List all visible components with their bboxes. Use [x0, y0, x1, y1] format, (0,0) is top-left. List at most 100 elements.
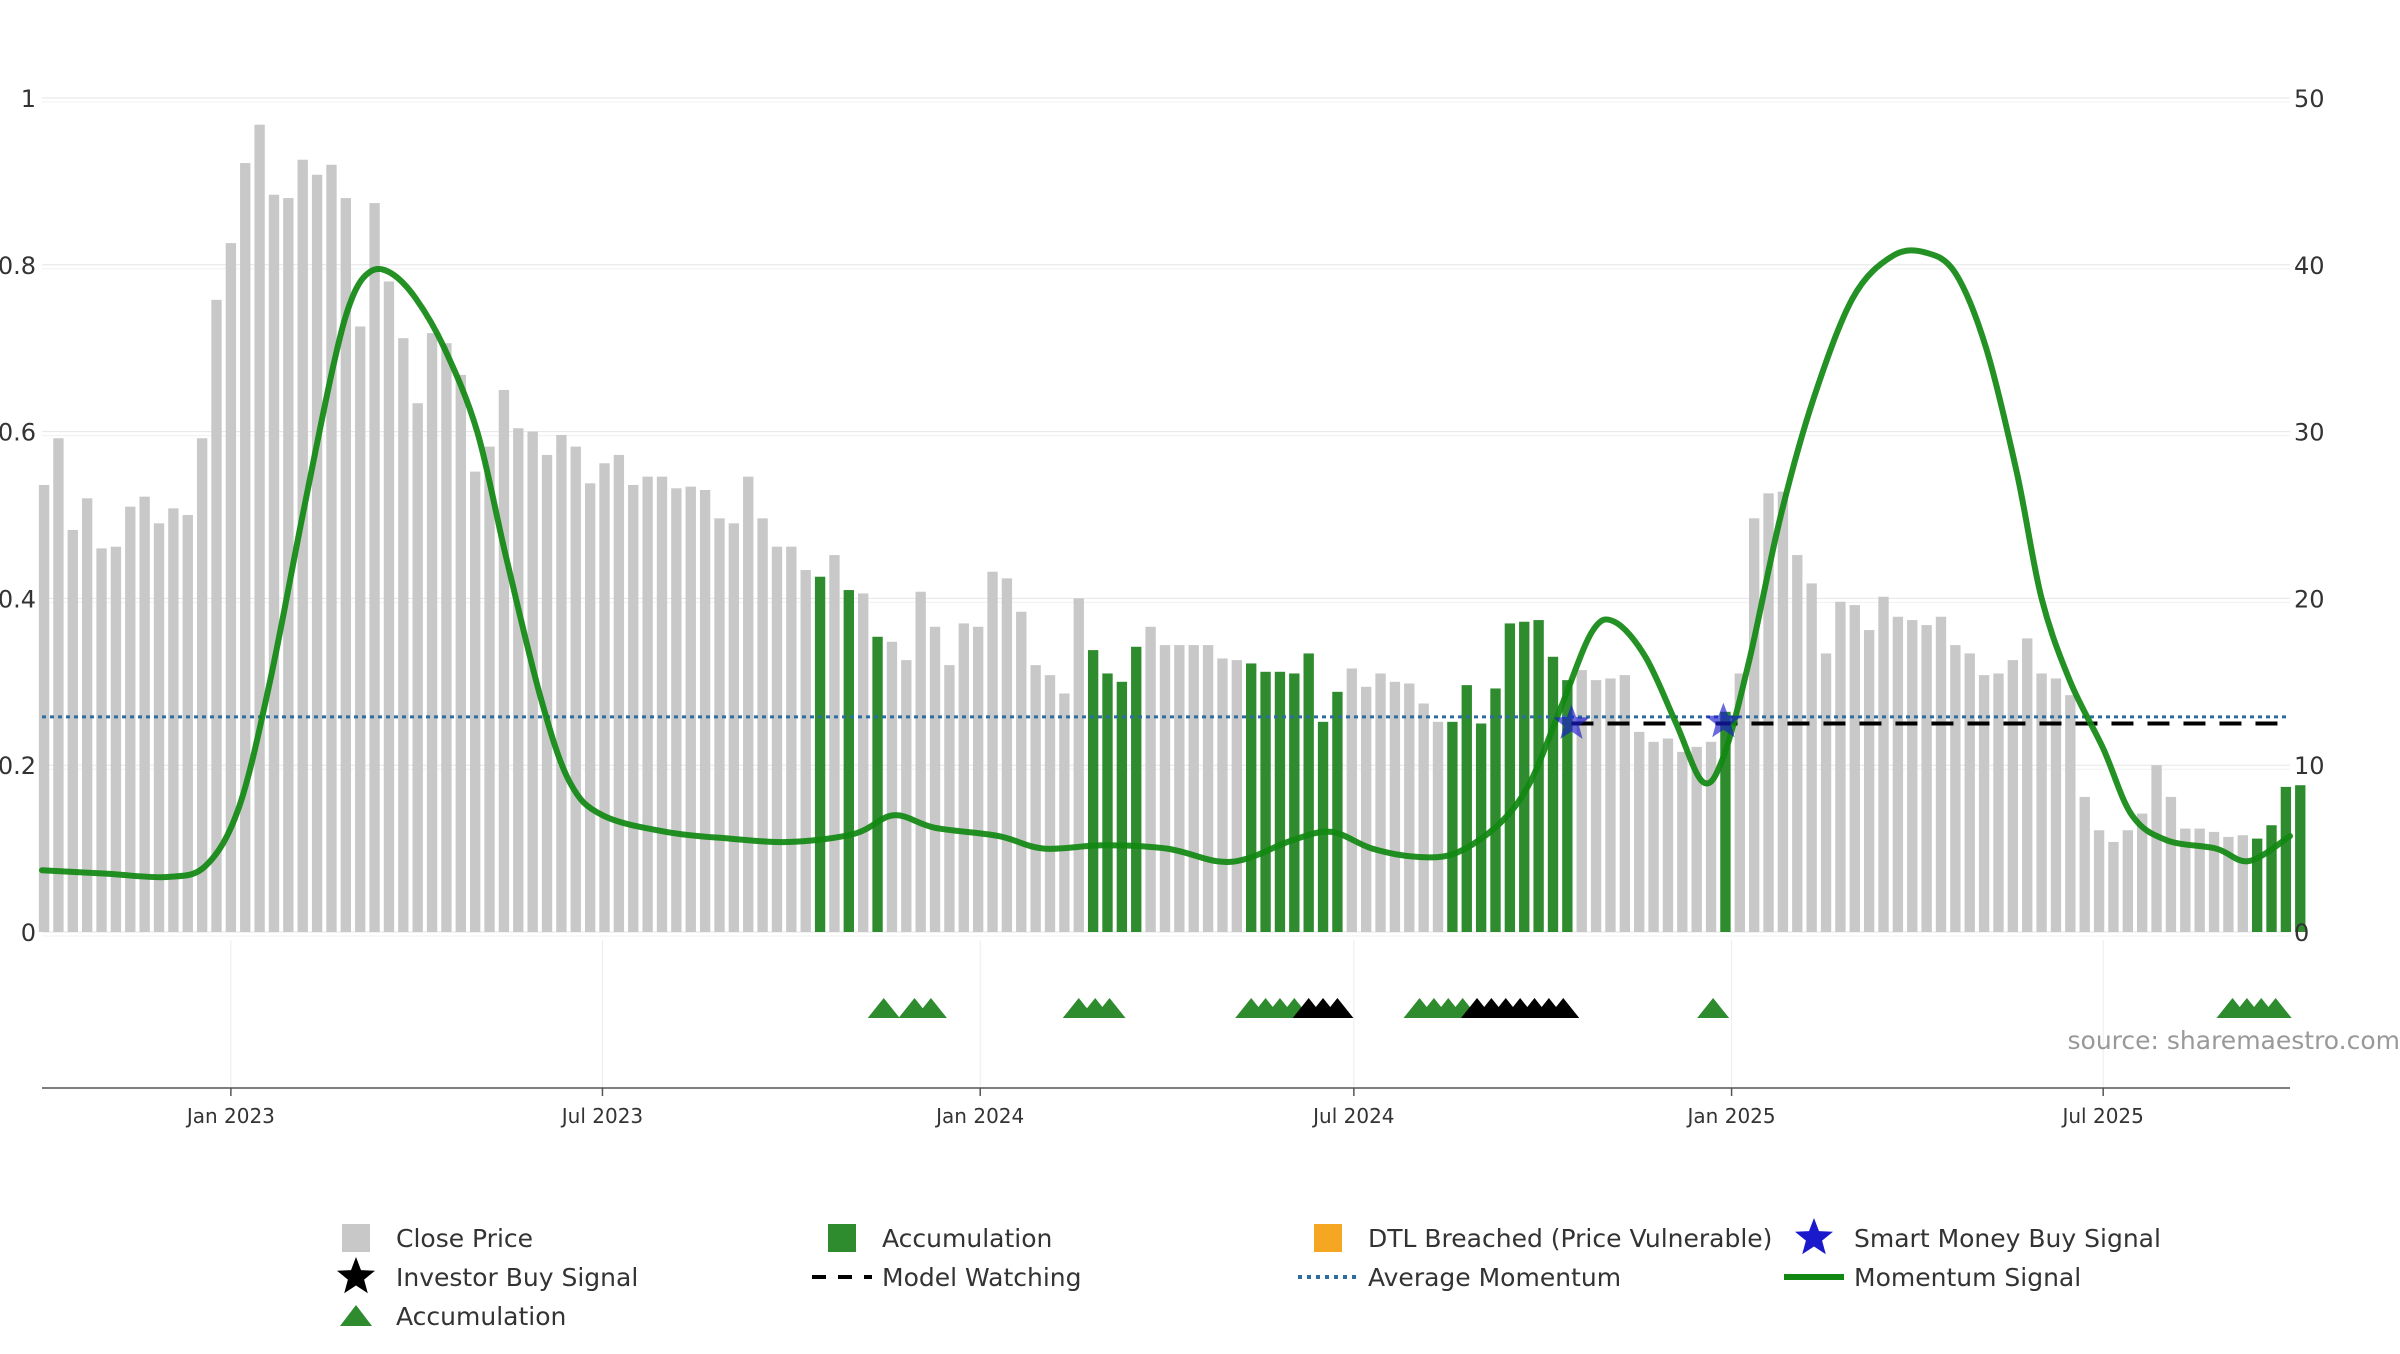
close-price-bar: [1217, 658, 1227, 932]
close-price-bar: [211, 300, 221, 932]
close-price-bar: [1965, 653, 1975, 932]
close-price-bar: [1160, 645, 1170, 932]
close-price-bar: [829, 555, 839, 932]
close-price-bar: [2238, 835, 2248, 932]
close-price-bar: [82, 498, 92, 932]
close-price-bar: [686, 487, 696, 932]
close-price-bar: [384, 281, 394, 932]
close-price-bar: [1806, 583, 1816, 932]
close-price-bar: [1174, 645, 1184, 932]
accumulation-bar: [1102, 673, 1112, 932]
close-price-bar: [700, 490, 710, 932]
legend-label: Accumulation: [882, 1224, 1052, 1253]
close-price-bar: [154, 523, 164, 932]
close-price-bar: [571, 447, 581, 932]
legend-swatch-star: [337, 1257, 375, 1293]
close-price-bar: [944, 665, 954, 932]
close-price-bar: [39, 485, 49, 932]
close-price-bar: [1936, 617, 1946, 932]
close-price-bar: [1893, 617, 1903, 932]
close-price-bar: [2108, 842, 2118, 932]
x-tick-label: Jul 2024: [1311, 1104, 1394, 1128]
close-price-bar: [1145, 627, 1155, 932]
close-price-bar: [470, 472, 480, 932]
close-price-bar: [1232, 660, 1242, 932]
x-tick-label: Jan 2025: [1686, 1104, 1776, 1128]
close-price-bar: [729, 523, 739, 932]
close-price-bar: [901, 660, 911, 932]
close-price-bar: [484, 447, 494, 932]
close-price-bar: [556, 435, 566, 932]
close-price-bar: [427, 333, 437, 932]
close-price-bar: [987, 572, 997, 932]
accumulation-bar: [1246, 663, 1256, 932]
y-right-tick-label: 0: [2294, 919, 2309, 947]
y-left-tick-label: 0.6: [0, 419, 36, 447]
close-price-bar: [183, 515, 193, 932]
close-price-bar: [887, 642, 897, 932]
close-price-bar: [1620, 675, 1630, 932]
close-price-bar: [973, 627, 983, 932]
close-price-bar: [369, 203, 379, 932]
close-price-bar: [513, 428, 523, 932]
close-price-bar: [542, 455, 552, 932]
close-price-bar: [628, 485, 638, 932]
close-price-bar: [269, 195, 279, 932]
accumulation-bar: [1447, 722, 1457, 932]
accumulation-bar: [1260, 672, 1270, 932]
accumulation-bar: [872, 637, 882, 932]
close-price-bar: [456, 375, 466, 932]
close-price-bar: [1821, 653, 1831, 932]
close-price-bar: [930, 627, 940, 932]
close-price-bar: [1016, 612, 1026, 932]
legend-swatch-square: [342, 1224, 370, 1252]
close-price-bar: [657, 477, 667, 932]
close-price-bar: [714, 518, 724, 932]
close-price-bar: [1418, 703, 1428, 932]
close-price-bar: [1878, 597, 1888, 932]
close-price-bar: [326, 165, 336, 932]
legend-swatch-triangle: [340, 1305, 372, 1326]
y-left-tick-label: 0.2: [0, 752, 36, 780]
close-price-bar: [1361, 687, 1371, 932]
close-price-bar: [1203, 645, 1213, 932]
legend-label: Smart Money Buy Signal: [1854, 1224, 2161, 1253]
legend-swatch-star: [1795, 1218, 1833, 1254]
legend-label: DTL Breached (Price Vulnerable): [1368, 1224, 1772, 1253]
close-price-bar: [355, 327, 365, 932]
y-left-tick-label: 0: [21, 919, 36, 947]
accumulation-bar: [815, 577, 825, 932]
legend-swatch-square: [828, 1224, 856, 1252]
accumulation-bar: [1289, 673, 1299, 932]
legend-label: Model Watching: [882, 1263, 1082, 1292]
close-price-bar: [2151, 765, 2161, 932]
accumulation-bar: [1117, 682, 1127, 932]
legend-label: Investor Buy Signal: [396, 1263, 638, 1292]
close-price-bar: [1778, 492, 1788, 932]
close-price-bar: [2080, 797, 2090, 932]
close-price-bar: [499, 390, 509, 932]
close-price-bar: [1045, 675, 1055, 932]
close-price-bar: [1921, 625, 1931, 932]
bars-layer: [39, 125, 2306, 932]
close-price-bar: [1663, 739, 1673, 932]
y-left-tick-label: 0.4: [0, 585, 36, 613]
close-price-bar: [1433, 722, 1443, 932]
close-price-bar: [413, 403, 423, 932]
y-right-tick-label: 50: [2294, 85, 2325, 113]
close-price-bar: [801, 570, 811, 932]
close-price-bar: [1835, 602, 1845, 932]
accumulation-bar: [1505, 623, 1515, 932]
accumulation-bar: [1131, 647, 1141, 932]
close-price-bar: [1677, 752, 1687, 932]
x-tick-label: Jan 2023: [185, 1104, 275, 1128]
close-price-bar: [1648, 742, 1658, 932]
close-price-bar: [858, 593, 868, 932]
close-price-bar: [916, 592, 926, 932]
close-price-bar: [786, 547, 796, 932]
close-price-bar: [1950, 645, 1960, 932]
accumulation-bar: [1476, 724, 1486, 933]
